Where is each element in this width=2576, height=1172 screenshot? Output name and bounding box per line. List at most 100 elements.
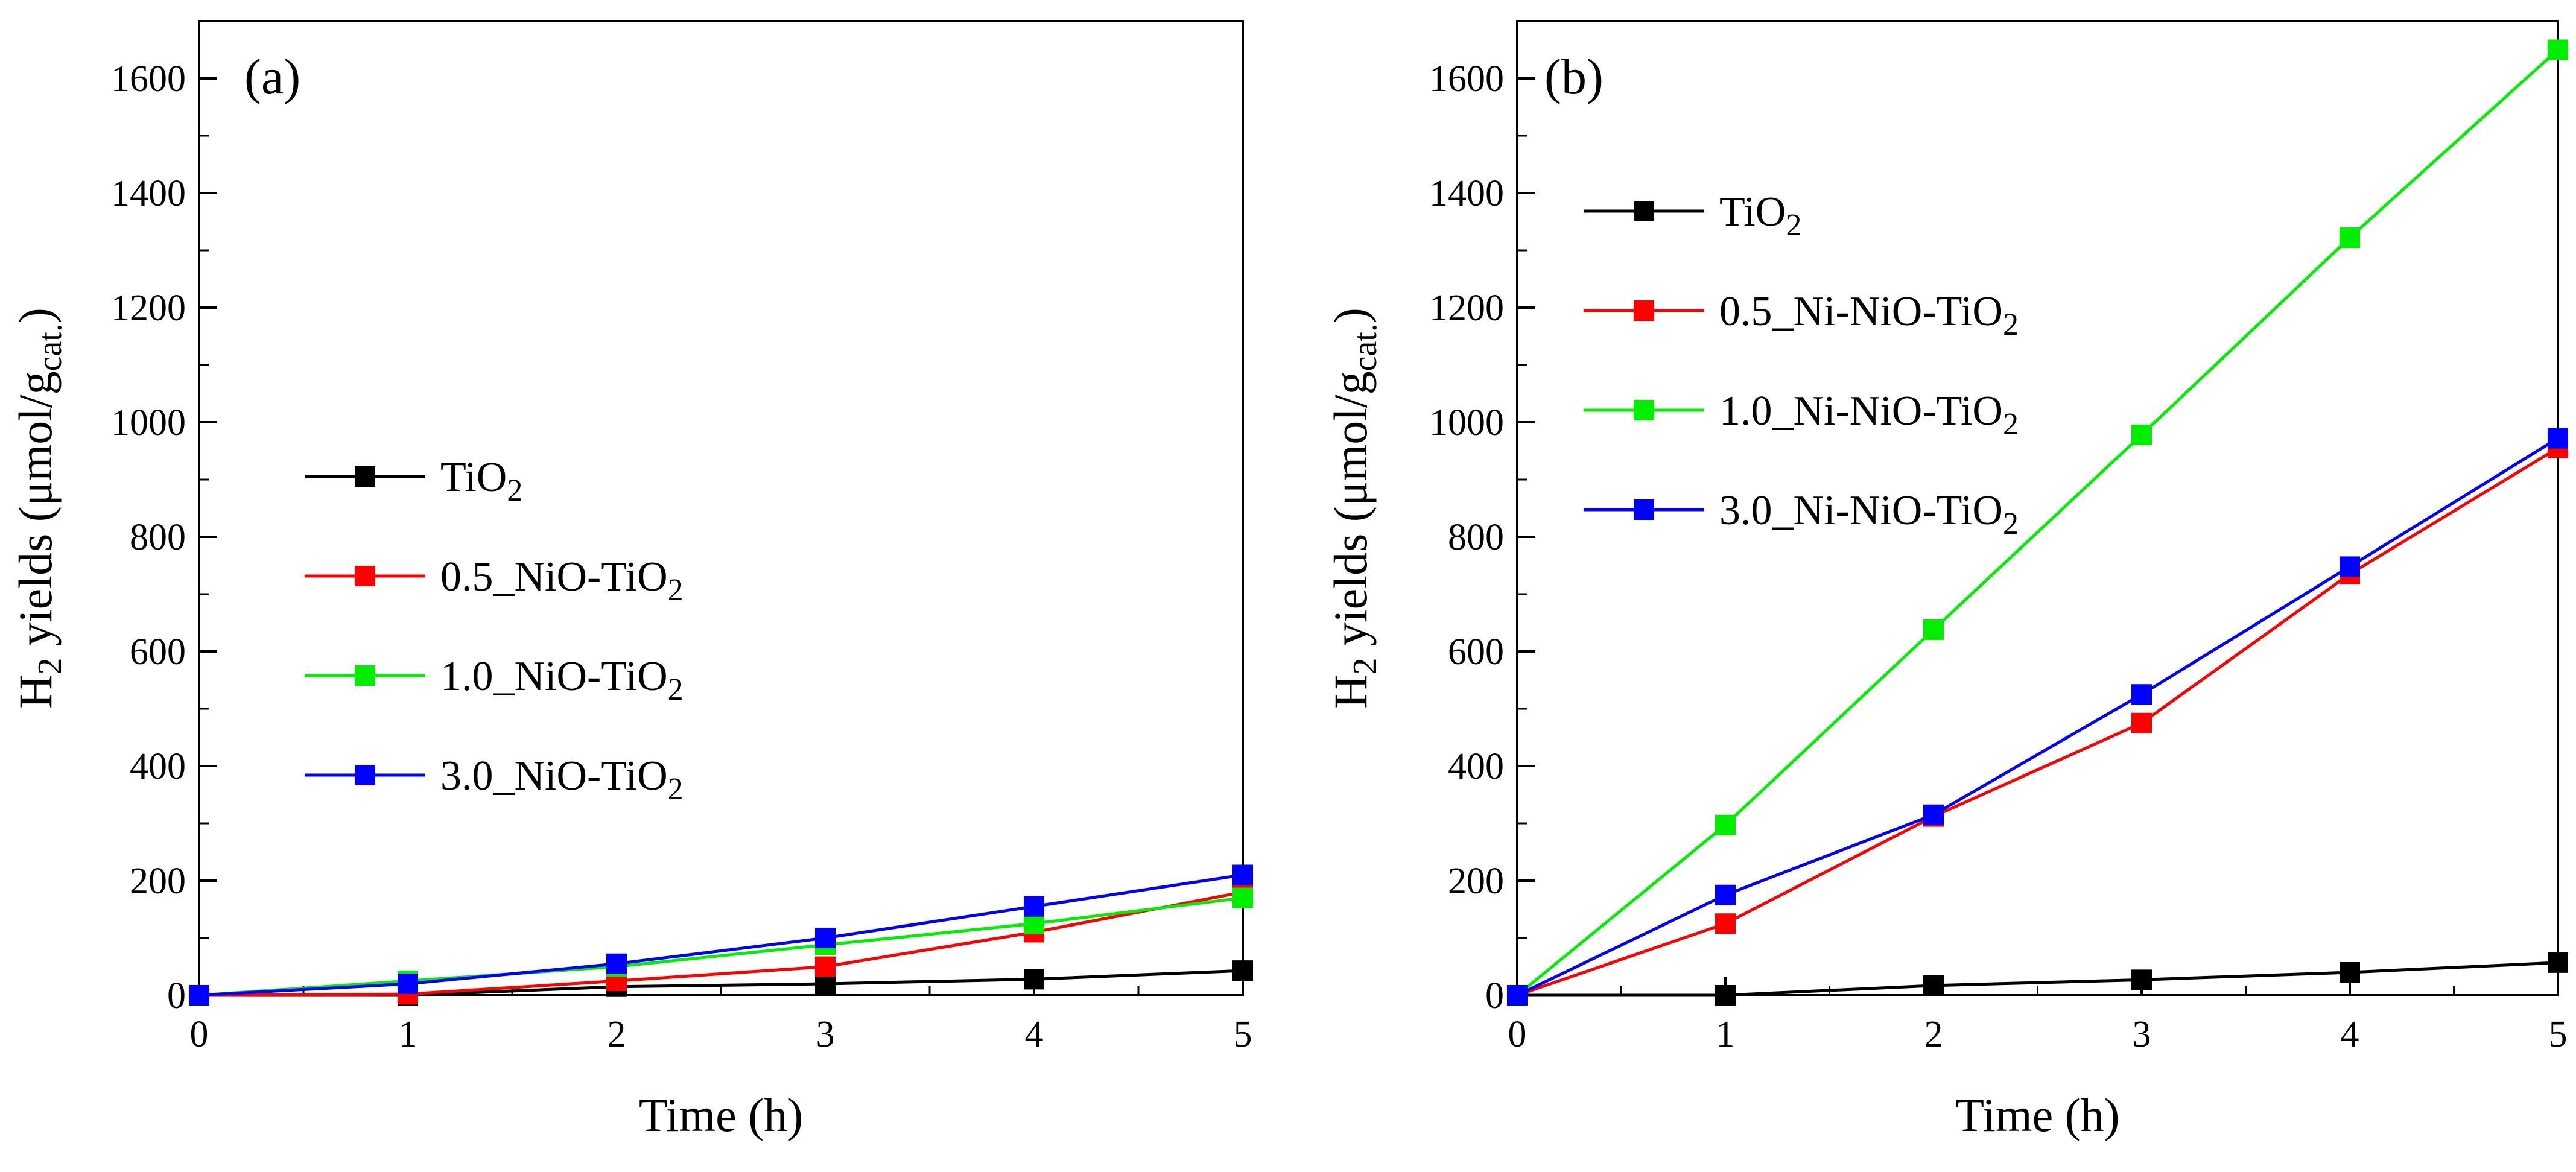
legend-label: 0.5_Ni-NiO-TiO2 xyxy=(1719,288,2019,342)
x-tick-label: 3 xyxy=(816,1014,835,1055)
data-point xyxy=(2131,684,2152,705)
panel-a: 0 1 2 3 4 5 0 200 400 600 800 1000 1200 1400 1600 Time … xyxy=(9,20,1253,1141)
data-point xyxy=(1715,814,1736,835)
legend-item: 1.0_NiO-TiO2 xyxy=(305,653,684,707)
y-tick-label: 1600 xyxy=(111,59,186,100)
legend-marker xyxy=(355,466,375,487)
data-point xyxy=(2131,424,2152,445)
y-tick-label: 200 xyxy=(130,861,186,902)
x-tick-label: 4 xyxy=(1025,1014,1044,1055)
data-point xyxy=(1024,896,1044,917)
data-point xyxy=(2131,712,2152,733)
legend-marker xyxy=(355,765,375,785)
y-tick-label: 0 xyxy=(1485,975,1504,1016)
data-point xyxy=(1923,975,1944,996)
x-tick-label: 4 xyxy=(2341,1014,2359,1055)
series-TiO2 xyxy=(1507,952,2568,1006)
x-tick-label: 1 xyxy=(399,1014,417,1055)
series-TiO2 xyxy=(189,960,1253,1006)
x-tick-label: 2 xyxy=(608,1014,626,1055)
data-point xyxy=(1923,619,1944,640)
legend-label: TiO2 xyxy=(440,454,522,508)
x-tick-label: 2 xyxy=(1924,1014,1943,1055)
data-point xyxy=(2340,556,2360,577)
data-point xyxy=(189,985,209,1006)
legend-label: 1.0_Ni-NiO-TiO2 xyxy=(1719,388,2019,442)
y-tick-label: 0 xyxy=(167,975,186,1016)
data-point xyxy=(2548,39,2568,60)
x-tick-label: 1 xyxy=(1716,1014,1735,1055)
data-point xyxy=(2131,969,2152,990)
legend-marker xyxy=(1634,499,1654,520)
y-tick-label: 1000 xyxy=(1429,402,1504,443)
series-line xyxy=(198,890,1243,997)
data-point xyxy=(1715,985,1736,1006)
legend-label: 1.0_NiO-TiO2 xyxy=(440,653,684,707)
data-point xyxy=(2340,962,2360,983)
legend-marker xyxy=(1634,400,1654,420)
data-point xyxy=(1232,960,1253,981)
data-point xyxy=(1715,913,1736,934)
data-point xyxy=(1715,884,1736,905)
series-3.0_NiO-TiO2 xyxy=(189,864,1253,1006)
y-tick-label: 800 xyxy=(130,517,186,558)
legend-label: 3.0_NiO-TiO2 xyxy=(440,753,684,806)
panel-b: 0 1 2 3 4 5 0 200 400 600 800 1000 1200 1400 1600 Time … xyxy=(1324,20,2568,1141)
legend-item: TiO2 xyxy=(1584,189,1801,242)
data-point xyxy=(2340,227,2360,249)
y-tick-label: 600 xyxy=(1448,632,1504,673)
data-point xyxy=(2548,952,2568,973)
legend-item: 3.0_Ni-NiO-TiO2 xyxy=(1584,487,2019,541)
series-line xyxy=(1516,437,2559,997)
data-point xyxy=(815,956,836,977)
legend-item: 1.0_Ni-NiO-TiO2 xyxy=(1584,388,2019,442)
series-line xyxy=(1517,446,2559,997)
data-point xyxy=(1024,969,1044,990)
y-tick-label: 800 xyxy=(1448,517,1504,558)
legend: TiO2 0.5_Ni-NiO-TiO2 1.0_Ni-NiO-TiO2 3.0_Ni… xyxy=(1584,189,2019,541)
data-point xyxy=(815,974,836,994)
data-point xyxy=(1024,913,1044,934)
legend: TiO2 0.5_NiO-TiO2 1.0_NiO-TiO2 3.0_NiO-TiO2 xyxy=(305,454,684,806)
legend-label: 3.0_Ni-NiO-TiO2 xyxy=(1719,487,2019,541)
data-point xyxy=(815,928,836,948)
x-tick-label: 5 xyxy=(1234,1014,1252,1055)
y-tick-label: 1400 xyxy=(1429,173,1504,214)
panel-label: (b) xyxy=(1544,49,1604,105)
y-tick-label: 400 xyxy=(1448,746,1504,787)
legend-marker xyxy=(355,665,375,686)
data-point xyxy=(1232,887,1253,908)
series-3.0_Ni-NiO-TiO2 xyxy=(1507,428,2568,1006)
y-tick-label: 200 xyxy=(1448,861,1504,902)
y-tick-label: 400 xyxy=(130,746,186,787)
legend-marker xyxy=(1634,300,1654,321)
data-point xyxy=(1507,985,1528,1006)
plot-frame xyxy=(198,20,1244,996)
y-tick-label: 1400 xyxy=(111,173,186,214)
data-point xyxy=(606,953,627,974)
legend-marker xyxy=(355,566,375,586)
y-tick-label: 1600 xyxy=(1429,59,1504,100)
y-tick-label: 1200 xyxy=(111,288,186,329)
legend-label: TiO2 xyxy=(1719,189,1801,242)
data-point xyxy=(2548,428,2568,449)
legend-label: 0.5_NiO-TiO2 xyxy=(440,554,684,607)
x-tick-label: 0 xyxy=(1508,1014,1527,1055)
series-line xyxy=(1516,48,2559,996)
y-tick-label: 1200 xyxy=(1429,288,1504,329)
x-tick-label: 0 xyxy=(190,1014,209,1055)
data-point xyxy=(398,974,418,994)
legend-marker xyxy=(1634,201,1654,221)
legend-item: 0.5_NiO-TiO2 xyxy=(305,554,684,607)
panel-label: (a) xyxy=(244,49,300,105)
y-axis-title: H2 yields (μmol/gcat.) xyxy=(1324,308,1384,709)
legend-item: 3.0_NiO-TiO2 xyxy=(305,753,684,806)
legend-item: 0.5_Ni-NiO-TiO2 xyxy=(1584,288,2019,342)
data-point xyxy=(1232,864,1253,885)
series-0.5_Ni-NiO-TiO2 xyxy=(1507,437,2568,1006)
legend-item: TiO2 xyxy=(305,454,522,508)
x-tick-label: 5 xyxy=(2549,1014,2568,1055)
series-line xyxy=(1517,961,2559,997)
y-tick-label: 1000 xyxy=(111,402,186,443)
